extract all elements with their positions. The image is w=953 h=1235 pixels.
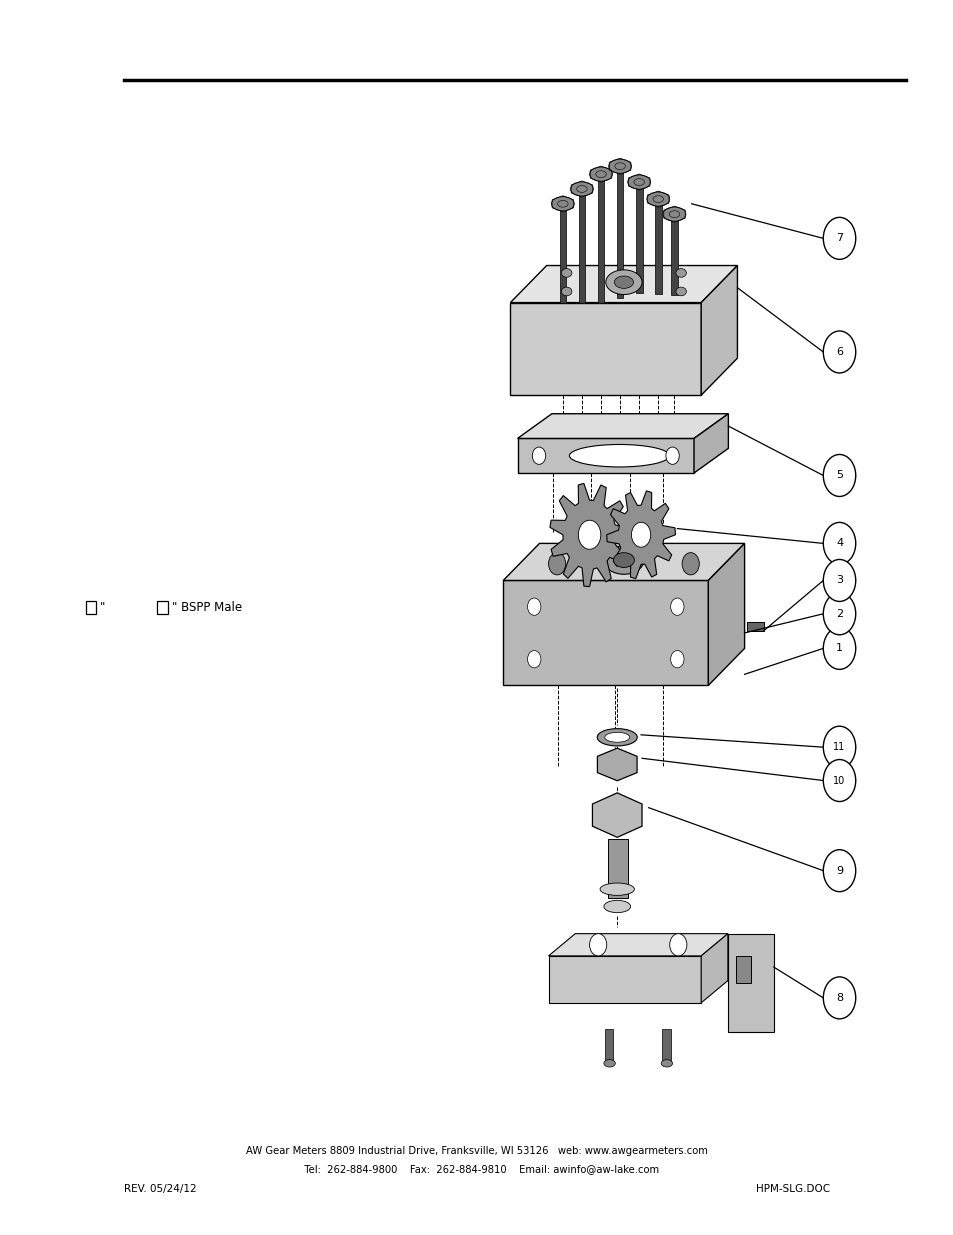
Text: 2: 2 — [835, 609, 842, 619]
Ellipse shape — [605, 269, 641, 295]
Text: REV. 05/24/12: REV. 05/24/12 — [124, 1184, 196, 1194]
Circle shape — [822, 726, 855, 768]
Polygon shape — [510, 266, 737, 303]
Text: 10: 10 — [833, 776, 844, 785]
Circle shape — [669, 934, 686, 956]
Circle shape — [822, 593, 855, 635]
Ellipse shape — [603, 1060, 615, 1067]
Text: ": " — [100, 601, 106, 614]
Circle shape — [578, 520, 600, 550]
Text: Tel:  262-884-9800    Fax:  262-884-9810    Email: awinfo@aw-lake.com: Tel: 262-884-9800 Fax: 262-884-9810 Emai… — [294, 1165, 659, 1174]
Bar — [636, 182, 642, 293]
Polygon shape — [628, 174, 649, 190]
Polygon shape — [549, 483, 629, 587]
Ellipse shape — [675, 287, 685, 296]
Polygon shape — [571, 182, 592, 198]
Bar — [607, 839, 627, 898]
Ellipse shape — [660, 1060, 672, 1067]
Circle shape — [822, 559, 855, 601]
Ellipse shape — [569, 445, 669, 467]
Circle shape — [822, 454, 855, 496]
Polygon shape — [503, 543, 743, 580]
Bar — [578, 189, 585, 303]
Ellipse shape — [614, 277, 633, 289]
Bar — [655, 199, 661, 294]
Polygon shape — [606, 490, 675, 579]
Polygon shape — [663, 206, 684, 222]
Bar — [735, 956, 750, 983]
Polygon shape — [700, 266, 737, 395]
Ellipse shape — [560, 269, 571, 278]
Circle shape — [527, 598, 540, 615]
Circle shape — [670, 651, 683, 668]
Polygon shape — [707, 543, 743, 685]
Circle shape — [822, 850, 855, 892]
Circle shape — [665, 447, 679, 464]
Text: HPM-SLG.DOC: HPM-SLG.DOC — [755, 1184, 829, 1194]
Text: 5: 5 — [835, 471, 842, 480]
Polygon shape — [700, 934, 727, 1003]
Bar — [604, 1029, 613, 1063]
Bar — [597, 174, 604, 303]
Ellipse shape — [603, 900, 630, 913]
Circle shape — [681, 553, 699, 576]
Bar — [670, 214, 677, 295]
Ellipse shape — [675, 269, 685, 278]
Ellipse shape — [597, 729, 637, 746]
Text: AW Gear Meters 8809 Industrial Drive, Franksville, WI 53126   web: www.awgearmet: AW Gear Meters 8809 Industrial Drive, Fr… — [246, 1146, 707, 1156]
Circle shape — [589, 934, 606, 956]
Polygon shape — [517, 438, 694, 473]
Ellipse shape — [599, 883, 634, 895]
Polygon shape — [694, 414, 728, 473]
Bar — [661, 1029, 670, 1063]
Circle shape — [822, 760, 855, 802]
Ellipse shape — [604, 732, 629, 742]
Circle shape — [670, 598, 683, 615]
Polygon shape — [503, 580, 707, 685]
Polygon shape — [592, 793, 641, 837]
Ellipse shape — [603, 546, 643, 574]
Polygon shape — [609, 158, 630, 174]
Circle shape — [532, 447, 545, 464]
Polygon shape — [590, 167, 611, 182]
Text: 3: 3 — [835, 576, 842, 585]
Circle shape — [527, 651, 540, 668]
Polygon shape — [548, 934, 727, 956]
Polygon shape — [727, 934, 773, 1032]
Polygon shape — [647, 191, 668, 207]
Circle shape — [631, 522, 650, 547]
Circle shape — [548, 553, 565, 576]
Text: 1: 1 — [835, 643, 842, 653]
Text: " BSPP Male: " BSPP Male — [172, 601, 242, 614]
Circle shape — [822, 331, 855, 373]
Bar — [86, 600, 96, 614]
Ellipse shape — [560, 287, 571, 296]
Polygon shape — [517, 414, 728, 438]
Text: 7: 7 — [835, 233, 842, 243]
Circle shape — [822, 977, 855, 1019]
Text: 8: 8 — [835, 993, 842, 1003]
Bar — [616, 167, 623, 298]
Text: 9: 9 — [835, 866, 842, 876]
Text: 6: 6 — [835, 347, 842, 357]
Circle shape — [822, 217, 855, 259]
Polygon shape — [597, 748, 637, 781]
Text: 4: 4 — [835, 538, 842, 548]
Polygon shape — [548, 956, 700, 1003]
Bar — [746, 622, 763, 631]
Text: 11: 11 — [833, 742, 844, 752]
Circle shape — [822, 627, 855, 669]
Circle shape — [822, 522, 855, 564]
Bar — [157, 600, 168, 614]
Polygon shape — [510, 303, 700, 395]
Bar — [558, 204, 566, 303]
Ellipse shape — [613, 553, 634, 568]
Polygon shape — [552, 196, 573, 212]
